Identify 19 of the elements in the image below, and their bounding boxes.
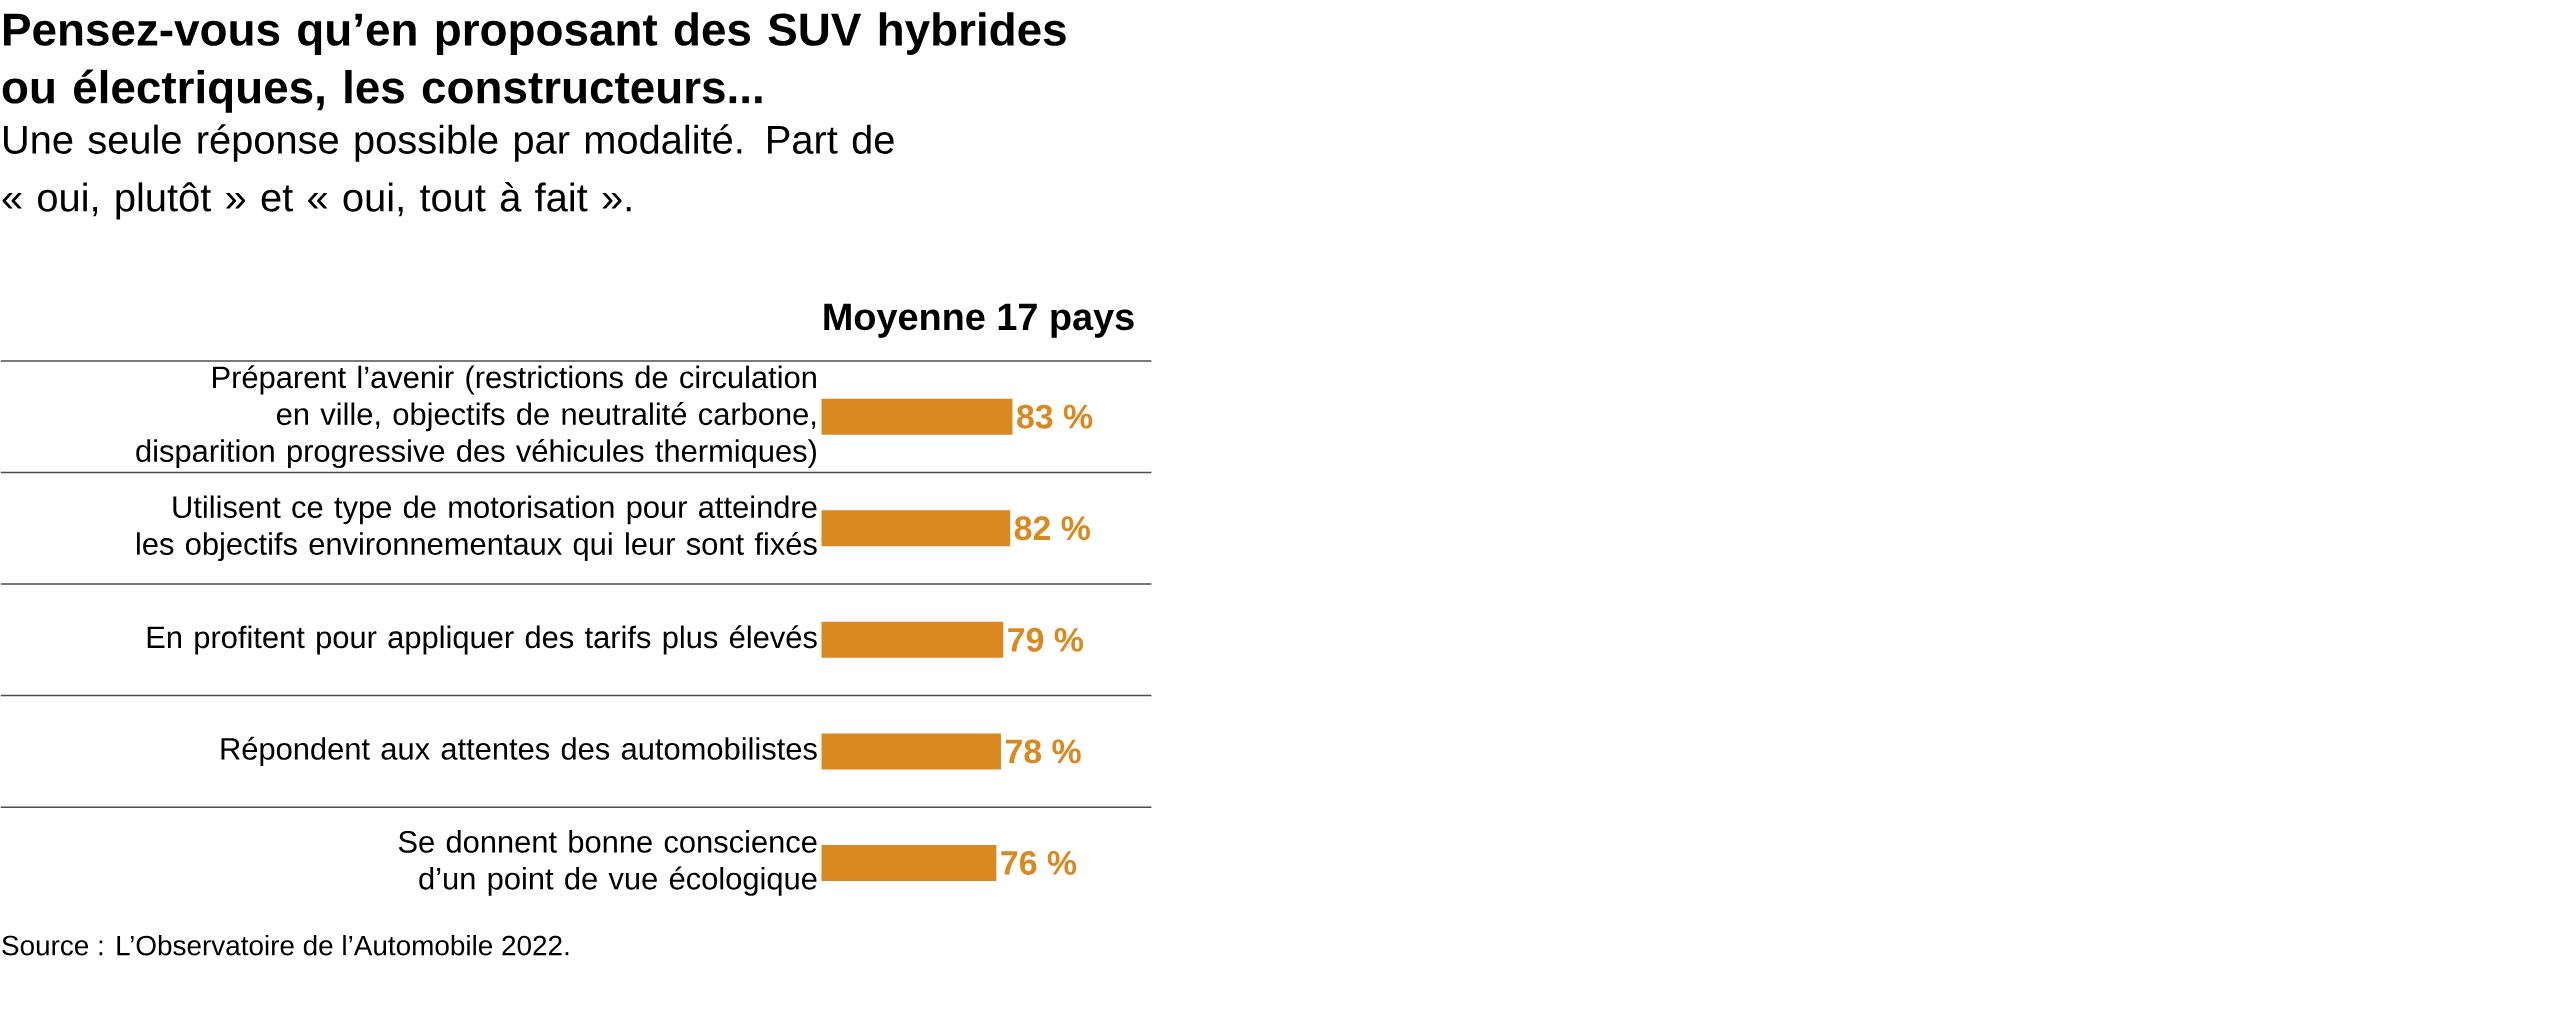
bar <box>821 398 1013 435</box>
y-tick-label: En profitent pour appliquer des tarifs plus élevés <box>147 625 817 655</box>
data-label: 78 % <box>1005 739 1081 764</box>
y-tick-label: Préparent l’avenir (restrictions de circulation en ville, objectifs de neutralité carbone, disparition progressive des véhicules thermiques) <box>136 365 816 469</box>
series-label: Moyenne 17 pays <box>824 304 1134 338</box>
text: Une seule réponse possible par modalité. Part de « oui, plutôt » et « oui, tout à fait ». <box>2 124 894 220</box>
chart-title: Pensez-vous qu’en proposant des SUV hybrides ou électriques, les constructeurs... <box>2 12 1066 113</box>
data-label: 82 % <box>1014 516 1090 541</box>
data-label: 83 % <box>1017 404 1093 429</box>
y-tick-label: Répondent aux attentes des automobilistes <box>221 736 817 767</box>
data-label: 76 % <box>1001 851 1077 876</box>
bar <box>821 845 997 882</box>
y-tick-label: Utilisent ce type de motorisation pour atteindre les objectifs environnementaux qui leur sont fixés <box>137 495 817 562</box>
data-label: 79 % <box>1008 627 1084 652</box>
bar <box>821 510 1011 547</box>
bar <box>821 621 1004 658</box>
source-note: Source : L’Observatoire de l’Automobile 2022. <box>2 935 569 956</box>
y-tick-label: Se donnent bonne conscience d’un point de vue écologique <box>398 830 817 896</box>
bar <box>821 733 1001 770</box>
